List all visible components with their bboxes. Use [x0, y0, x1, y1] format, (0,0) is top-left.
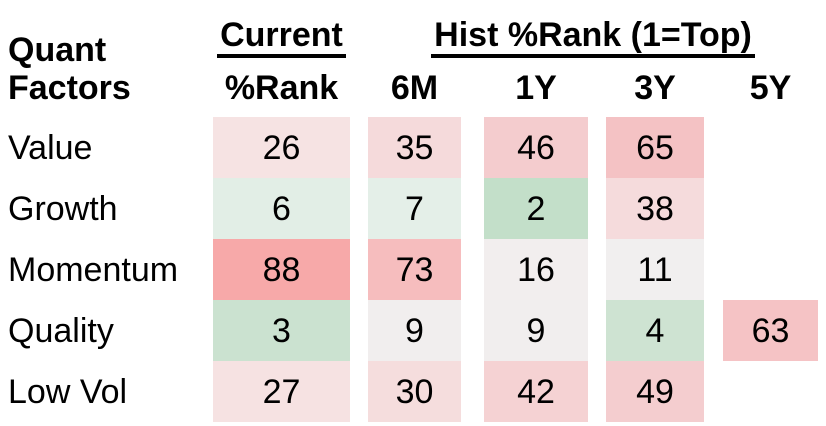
column-header-6m: 6M [390, 69, 439, 107]
hist-rank-group-header: Hist %Rank (1=Top) [431, 18, 755, 58]
row-label-momentum: Momentum [8, 250, 179, 289]
heatmap-cell-low-vol-5y[interactable] [723, 361, 818, 422]
row-label-low-vol: Low Vol [8, 372, 128, 411]
heatmap-cell-value-3y[interactable]: 65 [606, 117, 704, 178]
heatmap-cell-growth-1y[interactable]: 2 [484, 178, 588, 239]
table-row-low-vol: Low Vol 27 30 42 49 [0, 361, 826, 422]
column-header-5y: 5Y [749, 69, 792, 107]
heatmap-cell-quality-3y[interactable]: 4 [606, 300, 704, 361]
table-row-growth: Growth 6 7 2 38 [0, 178, 826, 239]
header-row-columns: Factors %Rank 6M 1Y 3Y 5Y [0, 58, 826, 105]
heatmap-cell-low-vol-3y[interactable]: 49 [606, 361, 704, 422]
heatmap-cell-quality-5y[interactable]: 63 [723, 300, 818, 361]
table-row-value: Value 26 35 46 65 [0, 117, 826, 178]
column-header-1y: 1Y [515, 69, 557, 107]
column-header-current-rank: %Rank [224, 69, 339, 107]
heatmap-cell-growth-3y[interactable]: 38 [606, 178, 704, 239]
heatmap-cell-value-current[interactable]: 26 [213, 117, 350, 178]
column-header-3y: 3Y [634, 69, 676, 107]
heatmap-cell-quality-1y[interactable]: 9 [484, 300, 588, 361]
heatmap-cell-quality-6m[interactable]: 9 [368, 300, 461, 361]
factors-title-line1: Quant [8, 31, 107, 69]
heatmap-cell-low-vol-current[interactable]: 27 [213, 361, 350, 422]
heatmap-cell-value-5y[interactable] [723, 117, 818, 178]
row-label-quality: Quality [8, 311, 114, 350]
heatmap-cell-momentum-6m[interactable]: 73 [368, 239, 461, 300]
heatmap-cell-momentum-1y[interactable]: 16 [484, 239, 588, 300]
heatmap-cell-value-1y[interactable]: 46 [484, 117, 588, 178]
heatmap-cell-growth-5y[interactable] [723, 178, 818, 239]
table-row-momentum: Momentum 88 73 16 11 [0, 239, 826, 300]
row-label-growth: Growth [8, 189, 118, 228]
heatmap-cell-momentum-current[interactable]: 88 [213, 239, 350, 300]
heatmap-cell-low-vol-1y[interactable]: 42 [484, 361, 588, 422]
heatmap-cell-growth-current[interactable]: 6 [213, 178, 350, 239]
heatmap-cell-momentum-3y[interactable]: 11 [606, 239, 704, 300]
factors-title-line2: Factors [8, 69, 131, 107]
table-row-quality: Quality 3 9 9 4 63 [0, 300, 826, 361]
heatmap-cell-value-6m[interactable]: 35 [368, 117, 461, 178]
heatmap-cell-quality-current[interactable]: 3 [213, 300, 350, 361]
header-row-groups: Quant Current Hist %Rank (1=Top) [0, 14, 826, 67]
current-group-header: Current [217, 18, 346, 58]
heatmap-cell-growth-6m[interactable]: 7 [368, 178, 461, 239]
row-label-value: Value [8, 128, 93, 167]
heatmap-cell-momentum-5y[interactable] [723, 239, 818, 300]
heatmap-cell-low-vol-6m[interactable]: 30 [368, 361, 461, 422]
